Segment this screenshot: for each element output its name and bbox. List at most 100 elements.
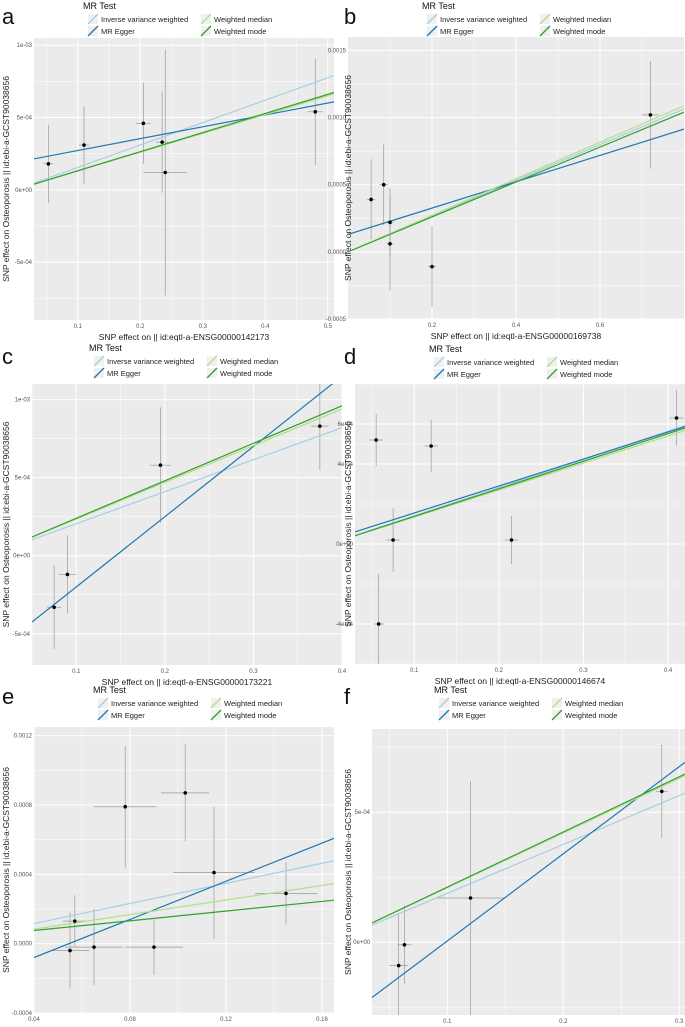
data-point (73, 919, 77, 923)
regression-line-wmode (355, 427, 685, 537)
data-point (402, 943, 407, 947)
data-point (52, 605, 56, 610)
x-tick-label: 0.4 (261, 324, 270, 330)
legend-line-wmode (539, 25, 551, 37)
y-tick-label: 0.0005 (328, 183, 347, 189)
legend-line-wmedian (210, 697, 222, 709)
panel-f: f MR Test Inverse variance weighted MR Egge… (343, 684, 685, 1025)
legend-line-wmedian (546, 356, 558, 368)
data-point (141, 121, 146, 126)
data-point (68, 948, 72, 953)
legend-line-ivw (438, 697, 450, 709)
plot-background (372, 729, 685, 1015)
data-layer (372, 744, 685, 1015)
legend-line-wmode (200, 25, 212, 37)
data-point (429, 444, 433, 448)
data-point (388, 220, 392, 225)
regression-line-egger (34, 101, 334, 160)
data-point (376, 622, 381, 626)
x-tick-label: 0.2 (559, 1019, 568, 1025)
grid (34, 727, 334, 1013)
plot-background (34, 38, 334, 320)
x-tick-label: 0.3 (675, 1019, 684, 1025)
legend: MR Test Inverse variance weighted MR Egger… (429, 344, 618, 380)
data-point (313, 109, 318, 114)
x-axis-label: SNP effect on || id:eqtl-a-ENSG000001466… (435, 676, 606, 686)
legend-label-wmedian: Weighted median (224, 699, 282, 708)
legend-line-wmedian (539, 13, 551, 25)
y-tick-label: 1e-03 (17, 43, 33, 49)
data-point (183, 791, 187, 795)
y-tick-label: 0.0015 (328, 48, 347, 54)
data-layer (34, 744, 334, 989)
grid (34, 38, 334, 320)
regression-line-wmode (34, 899, 334, 932)
x-tick-label: 0.1 (443, 1019, 452, 1025)
legend-label-wmode: Weighted mode (220, 369, 272, 378)
y-tick-label: 0e+00 (15, 188, 33, 194)
legend-label-ivw: Inverse variance weighted (440, 15, 527, 24)
regression-line-ivw (372, 792, 685, 926)
data-point (391, 538, 395, 542)
legend-line-ivw (433, 356, 445, 368)
panel-e: e MR Test Inverse variance weighted MR Egge… (1, 684, 334, 1027)
data-point (388, 242, 392, 246)
legend-title: MR Test (422, 1, 455, 11)
y-tick-label: 0e+00 (353, 940, 371, 946)
legend-label-wmedian: Weighted median (560, 358, 618, 367)
legend-line-egger (426, 25, 438, 37)
y-tick-label: 0.0000 (328, 250, 347, 256)
x-tick-label: 0.16 (316, 1017, 328, 1023)
legend-label-wmedian: Weighted median (553, 15, 611, 24)
legend-label-wmode: Weighted mode (214, 27, 266, 36)
panel-letter: b (344, 4, 356, 29)
regression-line-ivw (34, 860, 334, 925)
regression-line-wmode (34, 91, 334, 185)
grid (372, 729, 685, 1015)
legend-title: MR Test (83, 1, 116, 11)
data-point (396, 963, 401, 968)
data-point (212, 870, 216, 875)
regression-line-wmode (372, 773, 685, 924)
data-layer (355, 390, 685, 664)
data-point (430, 264, 434, 269)
legend-label-egger: MR Egger (107, 369, 141, 378)
y-axis-label: SNP effect on Osteoporosis || id:ebi-a-G… (1, 421, 11, 627)
legend-label-ivw: Inverse variance weighted (101, 15, 188, 24)
data-point (158, 463, 163, 467)
data-layer (32, 384, 342, 650)
legend: MR Test Inverse variance weighted MR Egger… (93, 685, 282, 721)
regression-line-wmedian (32, 408, 342, 538)
legend-label-wmedian: Weighted median (565, 699, 623, 708)
regression-line-egger (355, 426, 685, 533)
legend-line-egger (438, 709, 450, 721)
data-point (284, 891, 288, 896)
data-point (374, 438, 378, 442)
x-tick-label: 0.1 (74, 324, 83, 330)
data-point (163, 170, 168, 175)
legend-label-wmedian: Weighted median (220, 357, 278, 366)
data-layer (34, 49, 334, 296)
x-tick-label: 0.2 (428, 323, 437, 329)
data-point (82, 143, 86, 147)
x-tick-label: 0.4 (664, 668, 673, 674)
data-point (318, 424, 322, 428)
y-axis-label: SNP effect on Osteoporosis || id:ebi-a-G… (1, 767, 11, 973)
regression-line-wmedian (348, 105, 684, 253)
data-point (123, 804, 127, 809)
y-tick-label: 1e-03 (15, 398, 31, 404)
panel-letter: e (2, 684, 14, 709)
panel-letter: d (344, 344, 356, 369)
legend-line-wmedian (200, 13, 212, 25)
y-tick-label: -5e-04 (15, 260, 33, 266)
regression-line-wmedian (34, 883, 334, 930)
x-tick-label: 0.4 (512, 323, 521, 329)
x-tick-label: 0.08 (124, 1017, 136, 1023)
panel-a: a MR Test Inverse variance weighted MR Egge… (1, 1, 334, 342)
legend-label-wmode: Weighted mode (553, 27, 605, 36)
panel-b: b MR Test Inverse variance weighted MR Egge… (326, 1, 684, 341)
data-point (660, 789, 664, 794)
legend: MR Test Inverse variance weighted MR Egger… (434, 685, 623, 721)
legend-line-wmedian (206, 355, 218, 367)
